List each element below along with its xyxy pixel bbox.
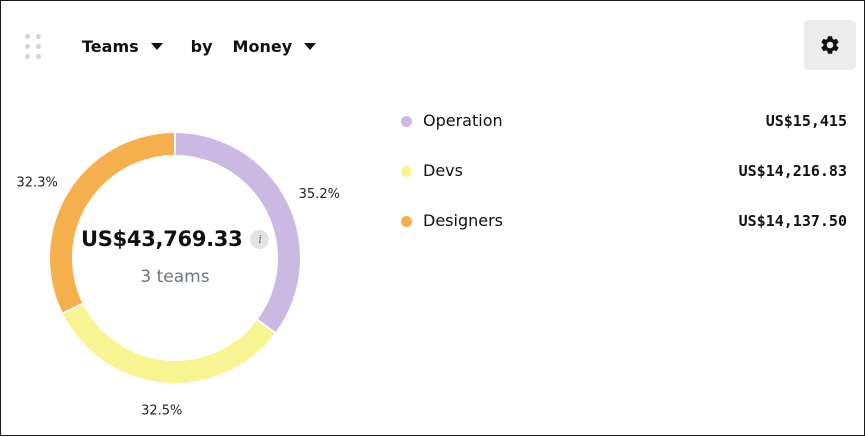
gear-icon (821, 36, 839, 54)
caret-down-icon (304, 42, 317, 50)
legend-item-devs[interactable]: Devs US$14,216.83 (401, 158, 847, 208)
caret-down-icon (150, 42, 163, 50)
legend-value: US$15,415 (765, 112, 847, 130)
legend-item-operation[interactable]: Operation US$15,415 (401, 108, 847, 158)
donut-slice-devs[interactable] (63, 304, 275, 383)
chart-legend: Operation US$15,415 Devs US$14,216.83 Design… (401, 108, 847, 258)
drag-handle-icon[interactable] (25, 34, 41, 60)
legend-swatch (401, 116, 412, 127)
metric-dropdown[interactable]: Money (233, 37, 317, 56)
donut-slice-operation[interactable] (175, 133, 301, 333)
legend-item-designers[interactable]: Designers US$14,137.50 (401, 208, 847, 258)
legend-swatch (401, 166, 412, 177)
legend-label: Devs (423, 161, 463, 180)
legend-value: US$14,216.83 (738, 162, 847, 180)
group-by-dropdown[interactable]: Teams (82, 37, 163, 56)
legend-label: Operation (423, 111, 503, 130)
settings-button[interactable] (804, 20, 856, 70)
metric-label: Money (232, 36, 293, 56)
by-label: by (190, 36, 213, 56)
percent-label-designers: 32.3% (17, 175, 58, 190)
percent-label-operation: 35.2% (299, 187, 340, 202)
legend-value: US$14,137.50 (738, 212, 847, 230)
legend-label: Designers (423, 211, 503, 230)
total-amount: US$43,769.33 i (81, 227, 270, 251)
team-count: 3 teams (140, 267, 210, 287)
group-by-label: Teams (82, 36, 139, 56)
info-icon[interactable]: i (250, 229, 270, 249)
legend-swatch (401, 216, 412, 227)
donut-slice-designers[interactable] (50, 133, 175, 313)
total-value: US$43,769.33 (81, 227, 243, 251)
widget-header: Teams by Money (82, 31, 317, 61)
percent-label-devs: 32.5% (141, 403, 182, 418)
